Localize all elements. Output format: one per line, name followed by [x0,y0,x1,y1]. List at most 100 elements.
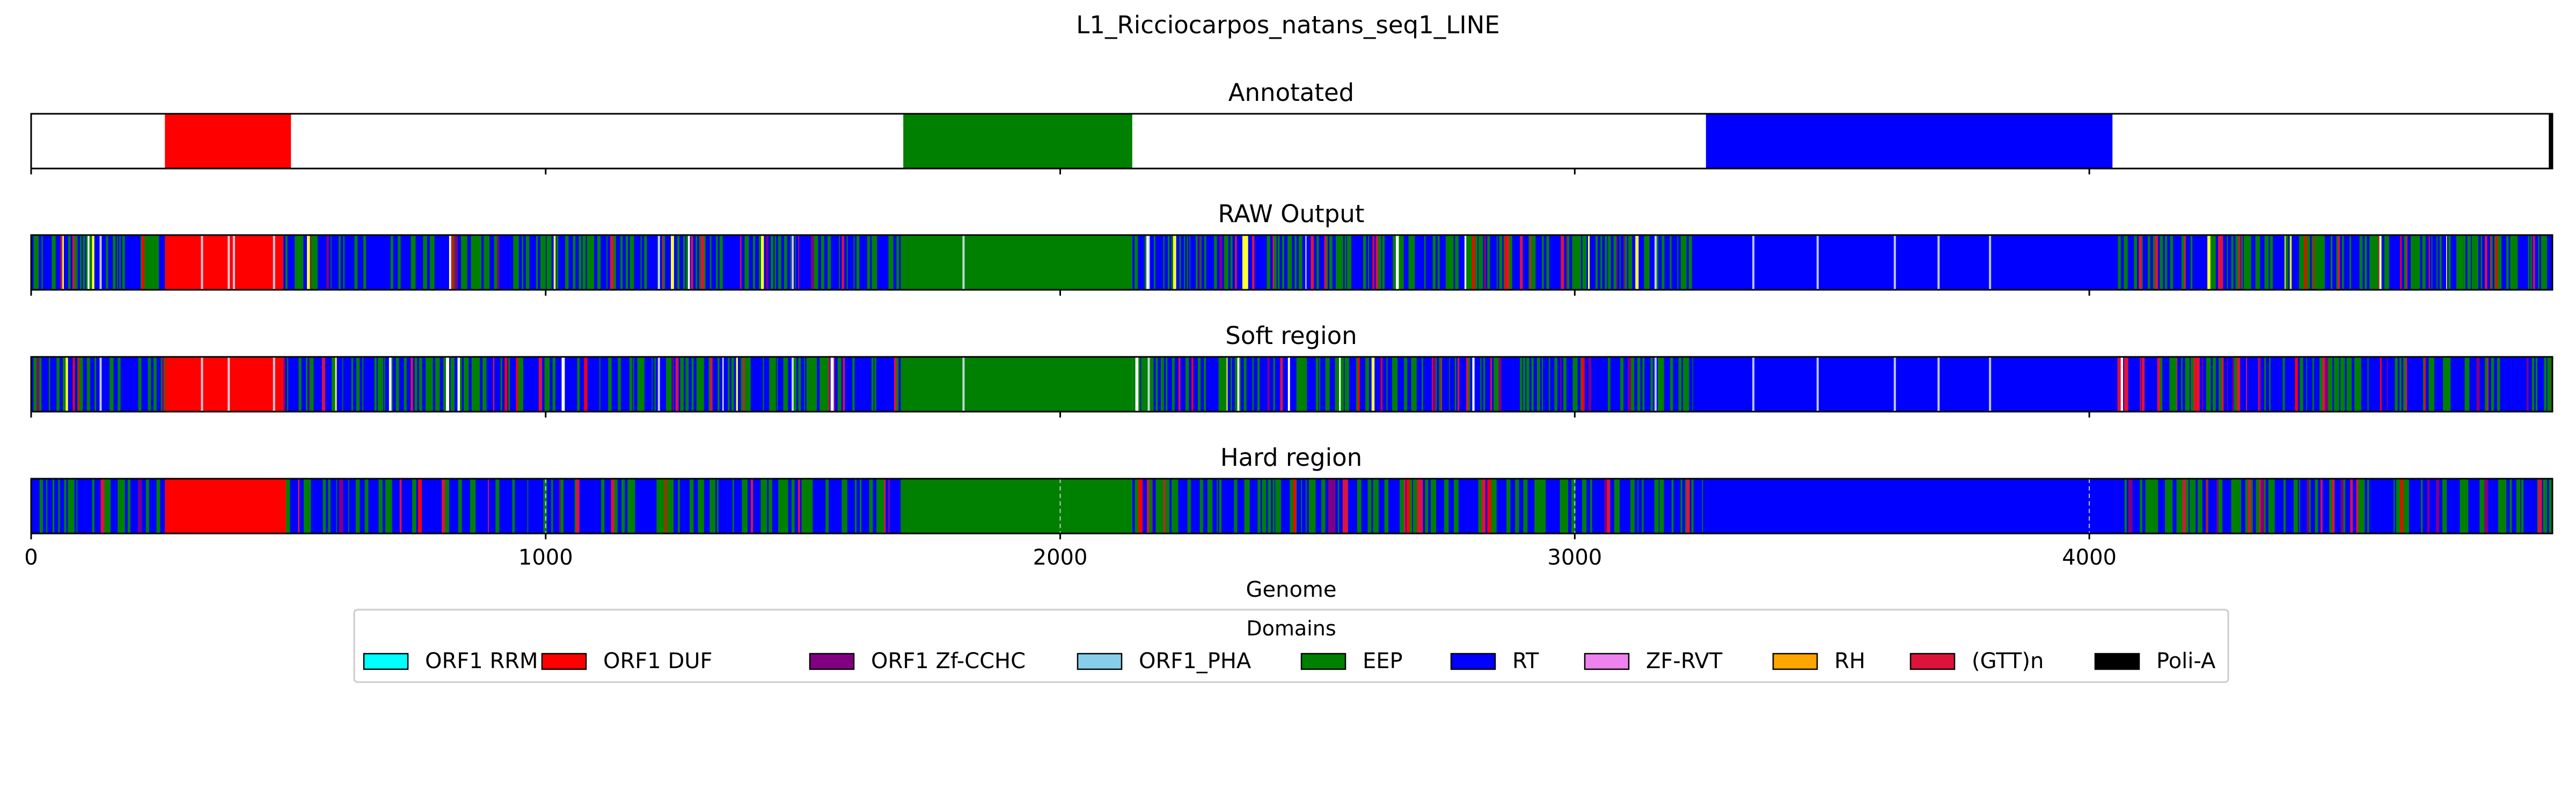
stripe-rt [101,357,105,412]
stripe-rt [641,479,645,533]
stripe-rt [407,235,411,290]
stripe-eep [356,357,358,412]
stripe-gap [561,357,565,412]
stripe-eep [153,235,156,290]
stripe-rt [2457,357,2460,412]
stripe-eep [1651,357,1653,412]
stripe-rt [1297,235,1299,290]
stripe-rt [134,235,137,290]
stripe-eep [1184,235,1185,290]
stripe-orf1-zf-cchc [2340,479,2343,533]
stripe-rt [1615,357,1618,412]
stripe-rt [367,235,370,290]
stripe-rt [1348,479,1352,533]
stripe--gtt-n [2538,479,2542,533]
stripe-eep [2483,479,2485,533]
stripe-gap [1464,235,1467,290]
stripe-rt [2281,357,2283,412]
stripe-orf1-duf [1504,235,1507,290]
stripe-eep [1395,357,1398,412]
stripe-rt [1673,479,1676,533]
stripe-eep [1160,357,1165,412]
stripe-minor [92,235,95,290]
stripe-eep [2403,357,2405,412]
stripe-rt [587,479,589,533]
stripe-rt [1664,357,1668,412]
stripe-eep [374,357,377,412]
stripe-eep [414,235,416,290]
stripe-rt [1401,357,1404,412]
stripe-rt [2465,235,2468,290]
stripe-eep [1506,479,1511,533]
stripe-rt [889,479,893,533]
stripe-orf1-zf-cchc [559,479,561,533]
stripe-eep [793,357,797,412]
stripe--gtt-n [1272,235,1275,290]
stripe-rt [371,357,375,412]
stripe-orf1-duf [1357,357,1360,412]
stripe-rt [1579,479,1582,533]
stripe-rt [394,479,397,533]
stripe-orf1-zf-cchc [811,235,814,290]
stripe-rt [96,357,98,412]
stripe-rt [1456,357,1458,412]
stripe-rt [1319,235,1322,290]
stripe-eep [881,479,884,533]
stripe-orf1-duf [1293,479,1297,533]
stripe-rt [462,479,466,533]
stripe-eep [2248,235,2251,290]
stripe-eep [378,479,383,533]
stripe-rt [2115,357,2118,412]
stripe-eep [2544,357,2547,412]
stripe-rt [2243,235,2244,290]
stripe-rt [627,357,630,412]
stripe-eep [1171,235,1174,290]
stripe--gtt-n [2490,235,2492,290]
stripe-eep [2312,357,2315,412]
stripe-rt [2537,357,2538,412]
stripe-eep [854,479,857,533]
stripe-eep [443,357,447,412]
stripe-rt [776,235,779,290]
stripe-rt [1646,479,1651,533]
stripe-rt [652,235,654,290]
stripe-rt [1155,235,1159,290]
stripe-orf1-duf [2295,357,2299,412]
stripe-rt [1556,479,1560,533]
gap-line [1937,357,1940,412]
stripe-eep [1159,479,1161,533]
stripe-rt [46,357,48,412]
stripe-eep [1207,479,1209,533]
stripe-eep [2243,235,2245,290]
stripe-rt [882,235,886,290]
stripe-eep [500,357,502,412]
stripe-gap [1237,357,1240,412]
stripe-eep [1609,357,1611,412]
stripe-eep [1560,479,1563,533]
stripe-rt [1264,357,1267,412]
stripe-rt [291,479,295,533]
stripe-eep [2399,357,2402,412]
stripe-eep [325,479,326,533]
stripe-eep [83,235,85,290]
x-tick-label: 4000 [2062,545,2117,570]
stripe-rt [1339,479,1343,533]
stripe-eep [435,357,438,412]
stripe-rt [1203,479,1208,533]
stripe-eep [1637,357,1641,412]
stripe-orf1-zf-cchc [1604,479,1607,533]
stripe-eep [2299,479,2301,533]
stripe-eep [2213,357,2216,412]
stripe-eep [1554,357,1558,412]
stripe-rt [706,479,709,533]
stripe-eep [1378,235,1382,290]
legend-label: ORF1_PHA [1139,649,1252,674]
stripe-rt [636,479,641,533]
stripe--gtt-n [2182,479,2186,533]
stripe-eep [2485,357,2488,412]
stripe-rt [1388,479,1393,533]
stripe-eep [2270,235,2273,290]
stripe-rt [2158,479,2160,533]
stripe-rt [788,357,789,412]
stripe-rt [1438,479,1441,533]
